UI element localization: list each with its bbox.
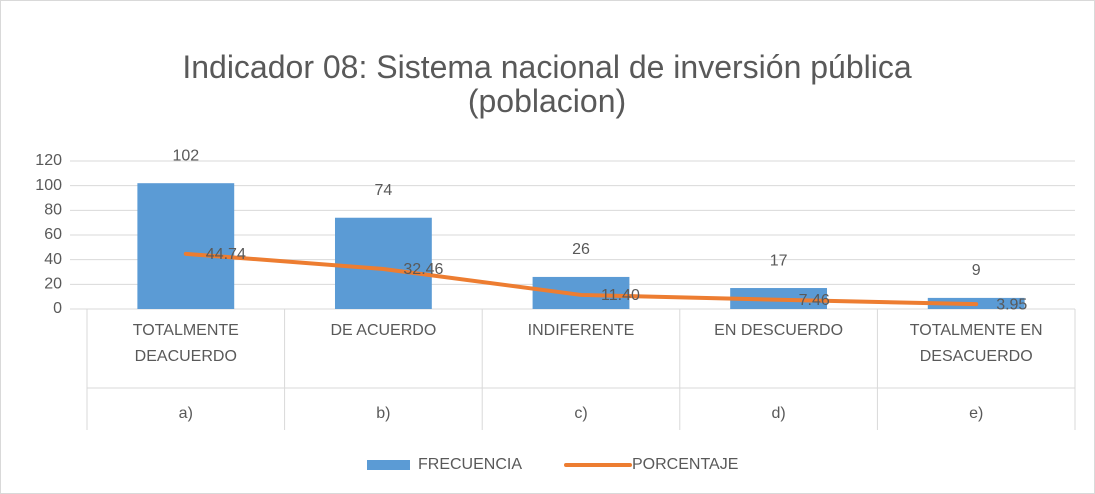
x-tick-label: TOTALMENTE EN DESACUERDO <box>909 322 1043 365</box>
line <box>183 251 979 307</box>
x-tick-label: INDIFERENTE <box>527 322 635 339</box>
legend-label: FRECUENCIA <box>418 456 522 473</box>
line-value-label: 7.46 <box>799 292 830 309</box>
y-tick-label: 0 <box>53 300 62 317</box>
x-group-label: a) <box>179 405 193 422</box>
bar-value-label: 9 <box>972 262 981 279</box>
bar <box>334 217 432 309</box>
x-tick-label: EN DESCUERDO <box>714 322 844 339</box>
bar <box>137 183 235 309</box>
x-group-label: e) <box>969 405 983 422</box>
line-value-label: 11.40 <box>601 287 640 304</box>
legend-label: PORCENTAJE <box>632 456 738 473</box>
x-group-label: c) <box>574 405 587 422</box>
y-tick-label: 60 <box>44 226 62 243</box>
x-tick-label: TOTALMENTE DEACUERDO <box>132 322 239 365</box>
line-value-label: 44.74 <box>206 246 246 263</box>
x-group-label: b) <box>376 405 390 422</box>
y-tick-label: 40 <box>44 251 62 268</box>
y-tick-label: 80 <box>44 202 62 219</box>
line-value-label: 32.46 <box>403 261 443 278</box>
bar-value-label: 102 <box>172 147 199 164</box>
legend-swatch <box>367 460 410 470</box>
bar-value-label: 26 <box>572 241 590 258</box>
x-group-label: d) <box>771 405 785 422</box>
y-tick-label: 100 <box>35 177 62 194</box>
line-value-label: 3.95 <box>996 296 1027 313</box>
y-tick-label: 20 <box>44 276 62 293</box>
y-tick-label: 120 <box>35 152 62 169</box>
x-tick-label: DE ACUERDO <box>330 322 437 339</box>
bar-value-label: 17 <box>770 252 788 269</box>
bar-value-label: 74 <box>375 182 393 199</box>
chart-title: Indicador 08: Sistema nacional de invers… <box>182 49 912 119</box>
